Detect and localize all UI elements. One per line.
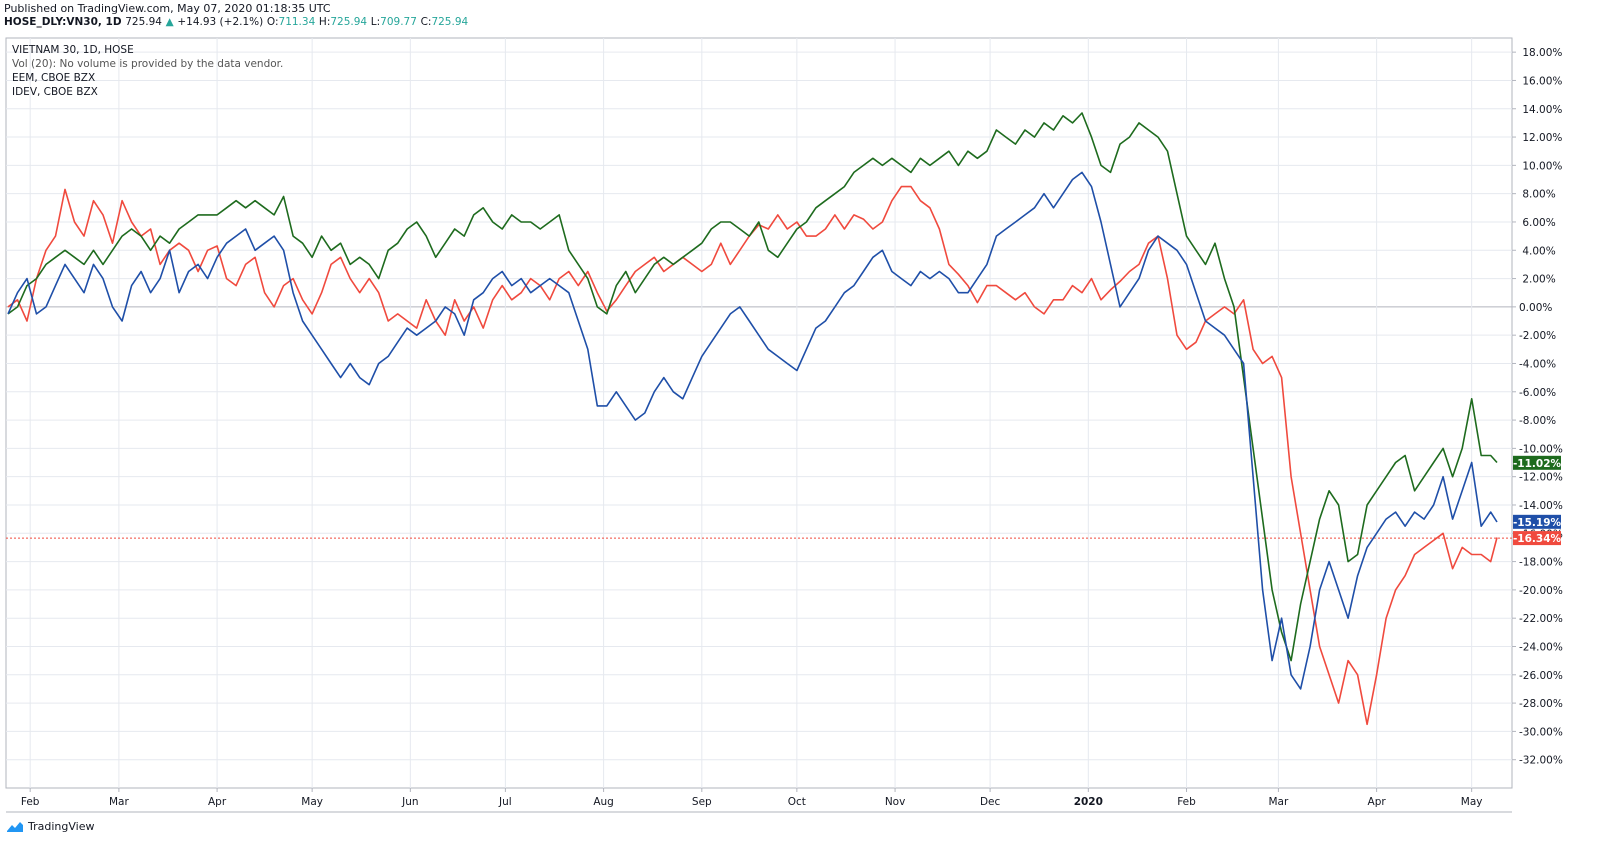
published-line: Published on TradingView.com, May 07, 20…: [4, 2, 331, 15]
y-tick-label: 12.00%: [1519, 132, 1562, 144]
close-label: C:: [420, 16, 432, 28]
x-tick-label: Mar: [1268, 796, 1288, 808]
x-tick-label: Aug: [593, 796, 614, 808]
x-tick-label: Feb: [21, 796, 40, 808]
x-tick-label: Oct: [788, 796, 806, 808]
y-tick-label: 6.00%: [1519, 217, 1556, 229]
chart-legend: VIETNAM 30, 1D, HOSE Vol (20): No volume…: [12, 43, 283, 99]
y-tick-label: -12.00%: [1519, 472, 1563, 484]
x-tick-label: Apr: [1368, 796, 1387, 808]
price-change: +14.93 (+2.1%): [177, 16, 264, 28]
open-label: O:: [266, 16, 279, 28]
x-tick-label: Mar: [109, 796, 129, 808]
y-tick-label: 16.00%: [1519, 75, 1562, 87]
plot-frame: [5, 37, 1513, 789]
y-tick-label: -26.00%: [1519, 670, 1563, 682]
x-tick-label: May: [1461, 796, 1483, 808]
y-tick-label: 14.00%: [1519, 104, 1562, 116]
tradingview-logo-icon: [7, 821, 23, 832]
footer-brand[interactable]: TradingView: [6, 820, 94, 833]
series-line-2: [7, 171, 1498, 690]
y-tick-label: -30.00%: [1519, 726, 1563, 738]
legend-eem[interactable]: EEM, CBOE BZX: [12, 72, 96, 84]
series-line-1: [7, 112, 1498, 662]
last-value-label: -11.02%: [1513, 458, 1562, 470]
legend-idev[interactable]: IDEV, CBOE BZX: [12, 86, 98, 98]
legend-volume[interactable]: Vol (20): No volume is provided by the d…: [12, 58, 284, 70]
open-value: 711.34: [278, 16, 316, 28]
last-value-badge: [1513, 514, 1561, 529]
x-tick-label: Dec: [980, 796, 1001, 808]
x-tick-label: Apr: [208, 796, 227, 808]
last-value-badge: [1513, 455, 1561, 470]
y-tick-label: 2.00%: [1519, 274, 1556, 286]
high-label: H:: [318, 16, 331, 28]
brand-label: TradingView: [28, 820, 95, 833]
y-tick-label: -6.00%: [1519, 387, 1556, 399]
symbol-header: HOSE_DLY:VN30, 1D 725.94 ▲ +14.93 (+2.1%…: [4, 16, 468, 28]
y-tick-label: -4.00%: [1519, 358, 1556, 370]
last-price: 725.94: [125, 16, 162, 28]
last-value-label: -16.34%: [1513, 533, 1562, 545]
x-tick-label: Feb: [1177, 796, 1196, 808]
legend-main-series[interactable]: VIETNAM 30, 1D, HOSE: [12, 44, 134, 56]
y-tick-label: 8.00%: [1519, 189, 1556, 201]
close-value: 725.94: [431, 16, 469, 28]
y-tick-label: -8.00%: [1519, 415, 1556, 427]
y-tick-label: -10.00%: [1519, 443, 1563, 455]
y-tick-label: 4.00%: [1519, 245, 1556, 257]
y-tick-label: -2.00%: [1519, 330, 1556, 342]
up-arrow-icon: ▲: [165, 16, 174, 28]
y-tick-label: 0.00%: [1519, 302, 1552, 314]
y-tick-label: -32.00%: [1519, 755, 1563, 767]
y-tick-label: -18.00%: [1519, 557, 1563, 569]
y-tick-label: -14.00%: [1519, 500, 1563, 512]
y-tick-label: 18.00%: [1519, 47, 1562, 59]
last-value-label: -15.19%: [1513, 517, 1562, 529]
series-line-0: [7, 185, 1498, 726]
y-tick-label: -22.00%: [1519, 613, 1563, 625]
y-tick-label: -20.00%: [1519, 585, 1563, 597]
last-value-badge: [1513, 531, 1561, 546]
y-tick-label: 10.00%: [1519, 160, 1562, 172]
high-value: 725.94: [330, 16, 368, 28]
x-tick-label: Jul: [498, 796, 512, 808]
low-value: 709.77: [380, 16, 417, 28]
y-tick-label: -24.00%: [1519, 641, 1563, 653]
x-tick-label: Nov: [885, 796, 906, 808]
symbol-name: HOSE_DLY:VN30, 1D: [4, 16, 122, 28]
x-tick-label: Jun: [401, 796, 418, 808]
x-tick-label: Sep: [692, 796, 712, 808]
x-tick-label: 2020: [1074, 796, 1103, 808]
low-label: L:: [370, 16, 381, 28]
y-tick-label: -28.00%: [1519, 698, 1563, 710]
x-tick-label: May: [301, 796, 323, 808]
